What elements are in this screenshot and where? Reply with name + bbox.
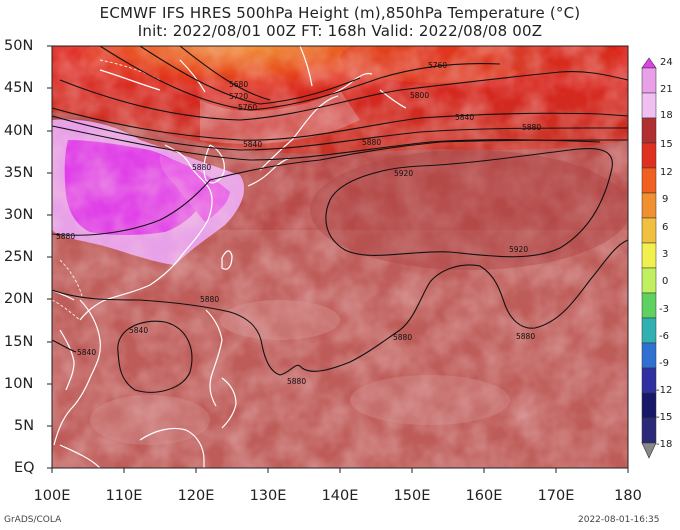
- svg-text:5920: 5920: [509, 245, 528, 254]
- contour-label-5840: 5840: [243, 140, 262, 149]
- svg-text:5840: 5840: [129, 326, 148, 335]
- lon-label: 120E: [177, 488, 215, 504]
- contour-label-5720: 5720: [229, 92, 248, 101]
- contour-label-5880: 5880: [192, 163, 211, 172]
- lat-label: 25N: [4, 249, 34, 265]
- svg-text:5760: 5760: [238, 103, 257, 112]
- colorbar-label: -9: [659, 358, 669, 369]
- lat-label: 5N: [14, 418, 35, 434]
- contour-label-5880c: 5880: [522, 123, 541, 132]
- map-title-line1: ECMWF IFS HRES 500hPa Height (m),850hPa …: [99, 4, 581, 22]
- lon-label: 130E: [249, 488, 287, 504]
- contour-label-5920: 5920: [394, 169, 413, 178]
- lon-label: 150E: [393, 488, 431, 504]
- credit-text: GrADS/COLA: [4, 515, 62, 525]
- svg-text:5720: 5720: [229, 92, 248, 101]
- contour-label-5680: 5680: [229, 80, 248, 89]
- lat-label: 50N: [4, 38, 34, 54]
- lat-label: 40N: [4, 123, 34, 139]
- lon-label: 160E: [465, 488, 503, 504]
- svg-text:5800: 5800: [410, 91, 429, 100]
- temperature-field: 5680 5720 5760 5760 5800 5840 5840 5840 …: [52, 46, 628, 468]
- colorbar-label: -18: [656, 439, 672, 450]
- colorbar-label: 6: [662, 222, 668, 233]
- colorbar-label: -3: [659, 304, 669, 315]
- color-bar: [641, 57, 657, 459]
- colorbar-label: 12: [660, 167, 673, 178]
- svg-text:5880: 5880: [393, 333, 412, 342]
- svg-text:5880: 5880: [200, 295, 219, 304]
- colorbar-bottom-arrow: [641, 442, 657, 459]
- svg-text:5880: 5880: [522, 123, 541, 132]
- colorbar-label: 21: [660, 84, 673, 95]
- contour-label-5760: 5760: [238, 103, 257, 112]
- colorbar-label: -12: [656, 385, 672, 396]
- lon-label: 100E: [33, 488, 71, 504]
- colorbar-label: 18: [660, 110, 673, 121]
- lon-label: 170E: [537, 488, 575, 504]
- colorbar-label: 0: [662, 276, 668, 287]
- contour-labels: 5680 5720 5760 5760 5800 5840 5840 5840 …: [56, 61, 541, 386]
- contour-label-5880b: 5880: [362, 138, 381, 147]
- contour-label-5800: 5800: [410, 91, 429, 100]
- colorbar-label: -6: [659, 331, 669, 342]
- colorbar-top-arrow: [641, 57, 657, 69]
- svg-text:5760: 5760: [428, 61, 447, 70]
- contour-label-5880f: 5880: [287, 377, 306, 386]
- colorbar-labels: 24 21 18 15 12 9 6 3 0 -3 -6 -9 -12 -15 …: [656, 57, 673, 450]
- contour-label-5880h: 5880: [516, 332, 535, 341]
- colorbar-label: -15: [656, 412, 672, 423]
- contour-label-5880d: 5880: [56, 232, 75, 241]
- colorbar-label: 15: [660, 139, 673, 150]
- contour-label-5920b: 5920: [509, 245, 528, 254]
- svg-text:5880: 5880: [287, 377, 306, 386]
- contour-label-5880e: 5880: [200, 295, 219, 304]
- svg-text:5880: 5880: [192, 163, 211, 172]
- map-title-line2: Init: 2022/08/01 00Z FT: 168h Valid: 202…: [137, 22, 543, 40]
- svg-text:5920: 5920: [394, 169, 413, 178]
- svg-text:5840: 5840: [455, 113, 474, 122]
- lon-label: 180: [614, 488, 642, 504]
- lat-label: 20N: [4, 291, 34, 307]
- svg-text:5840: 5840: [243, 140, 262, 149]
- lat-label: 15N: [4, 334, 34, 350]
- colorbar-label: 9: [662, 194, 668, 205]
- svg-text:5880: 5880: [362, 138, 381, 147]
- contour-label-5840b: 5840: [455, 113, 474, 122]
- lat-label: 10N: [4, 376, 34, 392]
- lat-label: EQ: [14, 460, 35, 476]
- lat-label: 45N: [4, 80, 34, 96]
- contour-label-5880g: 5880: [393, 333, 412, 342]
- height-contours: [52, 46, 628, 393]
- svg-text:5680: 5680: [229, 80, 248, 89]
- svg-text:5880: 5880: [516, 332, 535, 341]
- colorbar-label: 3: [662, 249, 668, 260]
- contour-label-5840d: 5840: [77, 348, 96, 357]
- lon-label: 110E: [105, 488, 143, 504]
- axis-ticks: [47, 45, 629, 473]
- svg-text:5880: 5880: [56, 232, 75, 241]
- lon-label: 140E: [321, 488, 359, 504]
- lat-label: 30N: [4, 207, 34, 223]
- lat-label: 35N: [4, 165, 34, 181]
- contour-label-5840c: 5840: [129, 326, 148, 335]
- svg-text:5840: 5840: [77, 348, 96, 357]
- timestamp-text: 2022-08-01-16:35: [578, 515, 660, 525]
- contour-label-5760b: 5760: [428, 61, 447, 70]
- colorbar-label: 24: [660, 57, 673, 68]
